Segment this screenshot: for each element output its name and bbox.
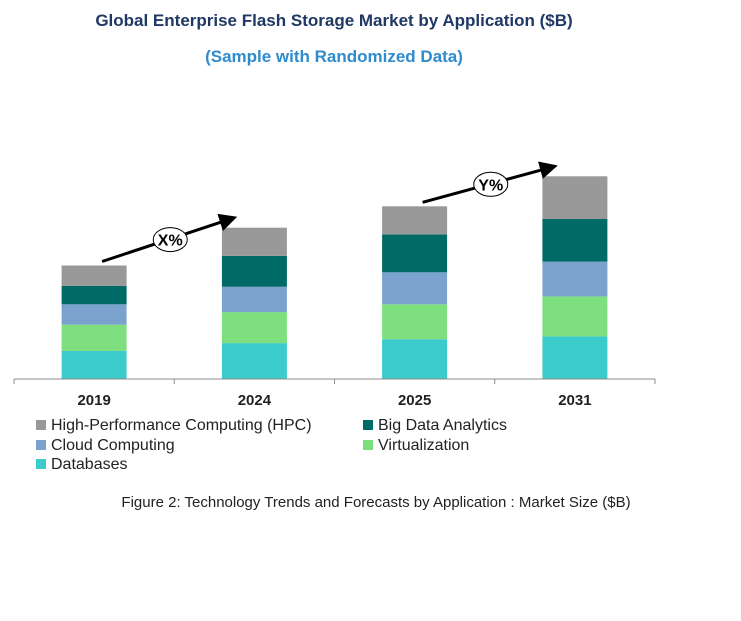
figure-caption: Figure 2: Technology Trends and Forecast…	[121, 494, 631, 511]
legend-item-hpc: High-Performance Computing (HPC)	[36, 416, 312, 436]
legend-swatch-cloud	[36, 440, 46, 450]
bar-2024-cloud-computing	[221, 286, 287, 313]
legend-item-virtualization: Virtualization	[363, 436, 469, 456]
bar-2031-cloud-computing	[542, 261, 608, 297]
legend-label-hpc: High-Performance Computing (HPC)	[51, 417, 312, 434]
legend-item-cloud: Cloud Computing	[36, 436, 175, 456]
legend-label-big-data: Big Data Analytics	[378, 417, 507, 434]
bar-2025-virtualization	[382, 304, 448, 340]
growth-label-bubble-1	[152, 227, 188, 253]
bar-2025-high-performance-computing-hpc	[382, 206, 448, 235]
x-tick-label-2019: 2019	[77, 392, 110, 409]
legend-swatch-hpc	[36, 420, 46, 430]
x-tick-labels: 2019 2024 2025 2031	[77, 392, 591, 409]
bar-2019-cloud-computing	[61, 304, 127, 325]
x-tick-label-2025: 2025	[398, 392, 431, 409]
legend-label-cloud: Cloud Computing	[51, 437, 175, 454]
bar-2031-databases	[542, 336, 608, 379]
bar-2031-high-performance-computing-hpc	[542, 176, 608, 219]
growth-annotations: X% Y%	[101, 161, 558, 263]
growth-label-bubble-2	[473, 171, 509, 197]
growth-label-2: Y%	[478, 177, 503, 194]
bar-2031-virtualization	[542, 296, 608, 337]
bar-2024-high-performance-computing-hpc	[221, 227, 287, 256]
x-tick-label-2024: 2024	[238, 392, 272, 409]
x-tick-label-2031: 2031	[558, 392, 591, 409]
x-axis	[13, 378, 656, 384]
growth-label-1: X%	[158, 233, 183, 250]
bar-2019-databases	[61, 350, 127, 379]
bar-2019-virtualization	[61, 324, 127, 351]
legend-item-big-data: Big Data Analytics	[363, 416, 507, 436]
bar-2031-big-data-analytics	[542, 218, 608, 262]
bar-2025-databases	[382, 339, 448, 379]
legend-swatch-big-data	[363, 420, 373, 430]
legend-swatch-virtualization	[363, 440, 373, 450]
legend-item-databases: Databases	[36, 455, 128, 475]
bar-2019-high-performance-computing-hpc	[61, 265, 127, 286]
bars-group	[61, 176, 608, 379]
bar-2025-cloud-computing	[382, 272, 448, 305]
bar-2025-big-data-analytics	[382, 234, 448, 273]
bar-2024-databases	[221, 343, 287, 379]
bar-2024-virtualization	[221, 312, 287, 344]
legend-swatch-databases	[36, 459, 46, 469]
chart-subtitle: (Sample with Randomized Data)	[205, 47, 463, 66]
legend-label-virtualization: Virtualization	[378, 437, 470, 454]
legend-label-databases: Databases	[51, 456, 128, 473]
bar-2024-big-data-analytics	[221, 255, 287, 287]
bar-2019-big-data-analytics	[61, 285, 127, 305]
chart-title: Global Enterprise Flash Storage Market b…	[95, 11, 573, 30]
